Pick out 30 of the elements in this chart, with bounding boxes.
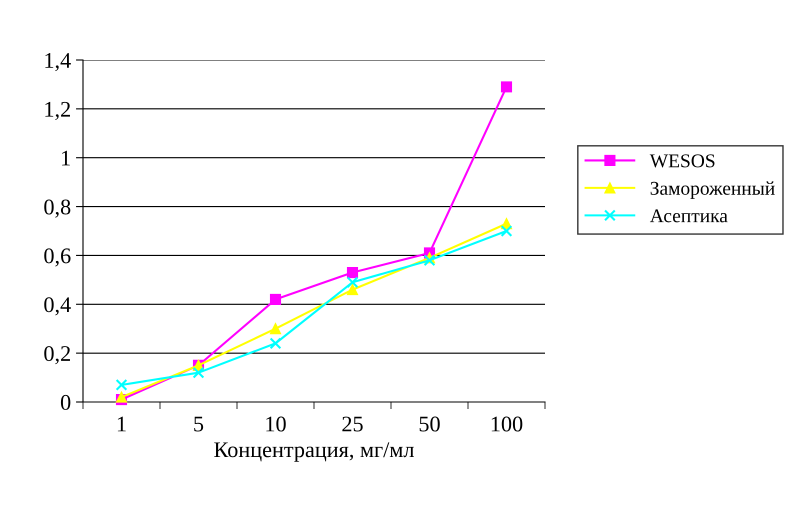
- point: [116, 392, 128, 403]
- legend-label: WESOS: [650, 154, 714, 168]
- point: [270, 294, 282, 305]
- y-tick-label: 1: [62, 150, 70, 166]
- legend-label: Асептика: [650, 209, 728, 222]
- point: [270, 337, 282, 350]
- y-tick-label: 1,2: [45, 102, 70, 120]
- point: [270, 323, 282, 334]
- point: [500, 81, 512, 92]
- y-tick-label: 0,2: [44, 346, 70, 364]
- y-tick-label: 0: [60, 394, 70, 410]
- x-tick-label: 10: [266, 416, 286, 432]
- point: [346, 276, 358, 288]
- point: [346, 266, 358, 278]
- x-axis-title: Концентрация, мг/мл: [214, 442, 414, 462]
- x-tick-label: 100: [492, 416, 522, 432]
- point: [116, 378, 128, 391]
- y-tick-label: 0,4: [44, 297, 71, 316]
- point: [500, 225, 512, 237]
- x-tick-label: 50: [420, 416, 440, 432]
- x-tick-label: 5: [194, 416, 204, 432]
- point: [192, 366, 204, 379]
- legend-label: Замороженный: [650, 181, 775, 199]
- y-tick-label: 0,6: [44, 248, 71, 267]
- x-tick-label: 25: [342, 416, 363, 432]
- x-tick-label: 1: [118, 416, 126, 432]
- y-tick-label: 0,8: [44, 200, 70, 218]
- point: [346, 284, 358, 296]
- y-tick-label: 1,4: [45, 53, 71, 72]
- point: [424, 254, 436, 266]
